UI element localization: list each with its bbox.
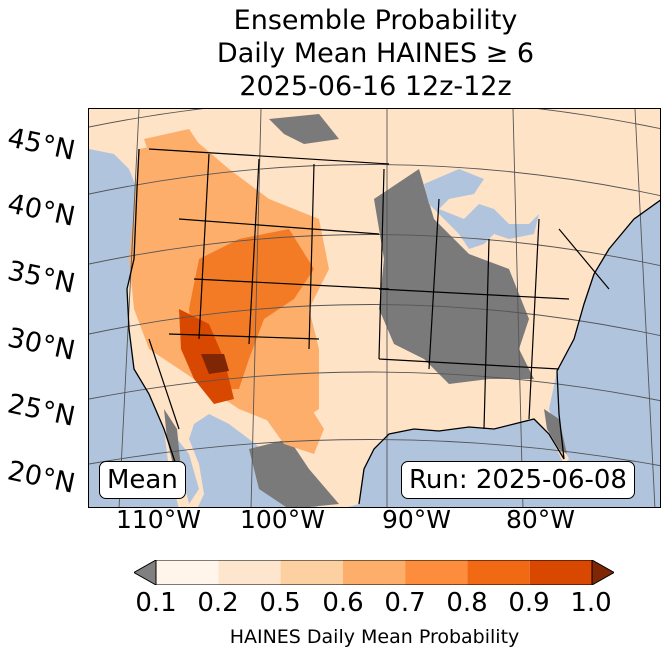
probability-map: Mean Run: 2025-06-08: [88, 108, 661, 508]
gray-region-central: [374, 169, 534, 384]
lon-label-90: 90°W: [382, 505, 452, 534]
colorbar-over-arrow: [591, 560, 614, 585]
gray-region-florida: [544, 409, 567, 454]
lat-label-20: 20°N: [4, 455, 78, 500]
colorbar: [134, 560, 614, 585]
gray-region-baja: [164, 409, 181, 469]
lon-label-100: 100°W: [240, 505, 325, 534]
colorbar-segment: [342, 560, 406, 585]
colorbar-tick-7: 1.0: [570, 588, 612, 618]
lat-label-25: 25°N: [4, 388, 78, 433]
map-title: Ensemble Probability Daily Mean HAINES ≥…: [0, 4, 671, 103]
graticule: [89, 109, 660, 507]
lon-label-110: 110°W: [116, 505, 201, 534]
lat-label-30: 30°N: [4, 322, 78, 367]
colorbar-tick-0: 0.1: [135, 588, 177, 618]
title-line-1: Ensemble Probability: [233, 5, 518, 36]
colorbar-tick-1: 0.2: [197, 588, 239, 618]
colorbar-segment: [218, 560, 281, 585]
state-borders: [148, 148, 610, 430]
colorbar-segment: [280, 560, 343, 585]
colorbar-segment: [529, 560, 592, 585]
colorbar-frame: [155, 560, 593, 585]
colorbar-tick-4: 0.7: [384, 588, 426, 618]
orange-north-plains: [144, 129, 209, 179]
lat-label-40: 40°N: [4, 188, 78, 233]
gulf-of-california: [177, 439, 199, 504]
colorbar-segment: [405, 560, 468, 585]
orange-texas-light: [249, 379, 324, 454]
gray-region-mexico: [249, 439, 339, 507]
colorbar-tick-5: 0.8: [446, 588, 488, 618]
map-canvas: [89, 109, 660, 507]
coastline: [126, 148, 660, 505]
lat-label-35: 35°N: [4, 255, 78, 300]
gray-region-north: [269, 114, 339, 144]
lat-label-45: 45°N: [4, 122, 78, 167]
colorbar-segment: [467, 560, 530, 585]
great-lakes: [424, 169, 539, 249]
title-line-2: Daily Mean HAINES ≥ 6: [216, 38, 535, 69]
colorbar-segment: [156, 560, 219, 585]
brown-southwest-peak: [201, 354, 229, 374]
run-label: Run: 2025-06-08: [401, 461, 635, 499]
mean-label: Mean: [99, 461, 186, 499]
colorbar-segments: [156, 560, 592, 585]
colorbar-tick-3: 0.6: [322, 588, 364, 618]
title-line-3: 2025-06-16 12z-12z: [239, 71, 512, 102]
lon-label-80: 80°W: [506, 505, 576, 534]
colorbar-tick-6: 0.9: [508, 588, 550, 618]
colorbar-tick-2: 0.5: [259, 588, 301, 618]
colorbar-under-arrow: [134, 560, 157, 585]
colorbar-label: HAINES Daily Mean Probability: [229, 626, 520, 648]
orange-southwest-mid: [189, 229, 314, 389]
